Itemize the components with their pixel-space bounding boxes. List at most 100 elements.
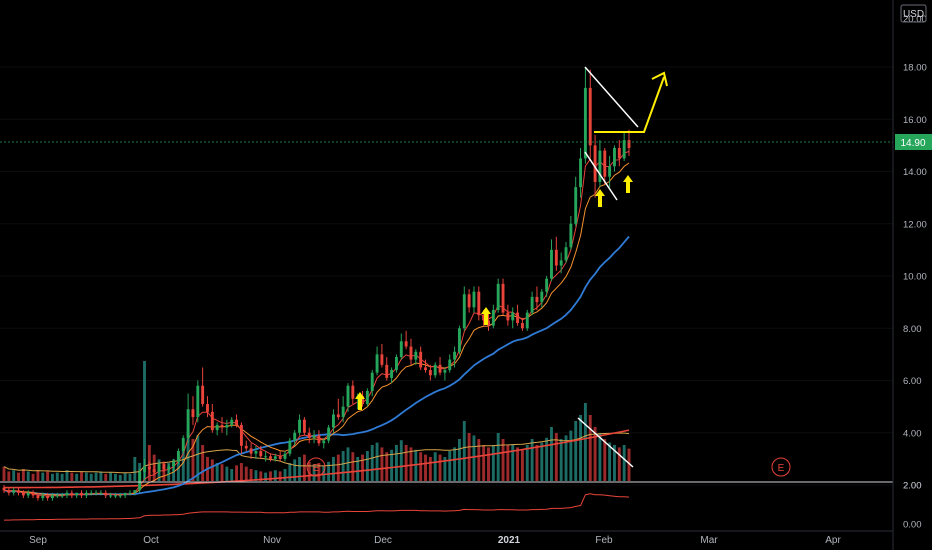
volume-bar: [404, 445, 408, 481]
candle-body: [525, 312, 529, 329]
candle-body: [201, 385, 205, 405]
candle-body: [269, 456, 272, 459]
candle-body: [617, 147, 621, 159]
ema-fast-line: [3, 150, 630, 497]
volume-bar: [80, 471, 83, 481]
candle-body: [346, 385, 350, 407]
volume-bar: [627, 448, 631, 481]
candle-body: [46, 495, 50, 499]
time-axis-label: Dec: [374, 535, 392, 546]
volume-bar: [390, 449, 394, 481]
candle-body: [220, 424, 224, 428]
candle-body: [593, 145, 597, 182]
volume-bar: [380, 447, 384, 481]
breakout-arrowhead: [651, 71, 668, 87]
volume-bar: [118, 475, 122, 481]
price-axis-label: 18.00: [903, 63, 927, 74]
lower-indicator-path: [4, 493, 630, 521]
candle-body: [491, 309, 495, 326]
candle-body: [569, 223, 573, 248]
candle-body: [17, 490, 20, 493]
candle-body: [482, 315, 486, 321]
price-axis[interactable]: 20.00 18.00 16.00 14.00 12.00 10.00 8.00 6.00 4…: [903, 14, 927, 492]
candle-body: [448, 359, 452, 371]
volume-bar: [215, 463, 219, 481]
volume-bar: [65, 470, 69, 481]
earnings-marker-1[interactable]: E: [306, 457, 326, 477]
volume-bar: [457, 439, 461, 481]
candle-body: [307, 432, 311, 438]
volume-bar: [50, 473, 54, 481]
volume-bar: [293, 459, 297, 481]
candle-body: [627, 140, 631, 148]
volume-bar: [608, 442, 612, 481]
volume-bar: [264, 472, 268, 481]
candle-body: [545, 278, 549, 292]
volume-bar: [603, 439, 607, 481]
candle-body: [181, 437, 185, 452]
candlestick-series[interactable]: [2, 67, 631, 501]
candle-body: [123, 492, 127, 496]
volume-bar: [210, 459, 214, 481]
volume-bar: [598, 433, 602, 481]
volume-bar: [278, 471, 282, 481]
currency-badge[interactable]: [900, 4, 927, 23]
volume-bar: [196, 435, 200, 481]
volume-bar: [501, 439, 505, 481]
candle-body: [138, 471, 142, 491]
price-axis-label: 8.00: [903, 324, 922, 335]
price-axis-label: 14.00: [903, 167, 927, 178]
earnings-marker-2[interactable]: E: [771, 457, 791, 477]
candle-body: [399, 341, 403, 357]
candle-body: [530, 296, 534, 313]
volume-bar: [419, 452, 423, 481]
candle-body: [472, 291, 476, 308]
candle-body: [516, 312, 520, 324]
volume-bar: [453, 447, 457, 481]
candle-body: [55, 495, 59, 497]
volume-bar: [593, 427, 597, 481]
candle-body: [487, 320, 490, 326]
candle-body: [162, 464, 166, 470]
candle-body: [496, 283, 500, 310]
volume-bar: [191, 439, 195, 481]
volume-bar: [613, 445, 616, 481]
volume-bar: [399, 440, 403, 481]
volume-bar: [302, 454, 306, 481]
volume-bar: [269, 471, 272, 481]
volume-trendline: [577, 417, 634, 468]
candle-body: [235, 419, 239, 425]
volume-bar: [365, 451, 369, 481]
candle-body: [60, 495, 64, 497]
candle-body: [327, 427, 331, 441]
candle-body: [559, 260, 563, 266]
price-axis-label: 10.00: [903, 272, 927, 283]
candle-body: [428, 370, 432, 376]
candle-body: [283, 453, 287, 459]
volume-bar: [443, 457, 447, 481]
lower-pane-axis[interactable]: 2.00 0.00: [903, 481, 922, 531]
currency-label: USD: [903, 9, 924, 20]
candle-body: [457, 328, 461, 352]
candle-body: [94, 492, 98, 494]
drawing-annotations[interactable]: [355, 66, 668, 468]
candle-body: [404, 341, 408, 347]
candle-body: [588, 87, 592, 146]
volume-bar: [477, 439, 481, 481]
volume-bar: [375, 442, 379, 481]
time-axis-label: Oct: [143, 535, 159, 546]
candle-body: [239, 424, 243, 446]
candle-body: [622, 140, 626, 159]
candle-body: [370, 372, 374, 391]
earnings-marker-label: E: [778, 463, 785, 474]
volume-bar: [327, 461, 331, 481]
candle-body: [302, 419, 306, 433]
time-axis[interactable]: Sep Oct Nov Dec 2021 Feb Mar Apr: [29, 535, 841, 546]
time-axis-label: Sep: [29, 535, 47, 546]
volume-bar: [70, 472, 74, 481]
candle-body: [176, 451, 180, 462]
candle-body: [206, 404, 209, 412]
volume-bar: [31, 473, 35, 481]
volume-bar: [317, 463, 321, 481]
